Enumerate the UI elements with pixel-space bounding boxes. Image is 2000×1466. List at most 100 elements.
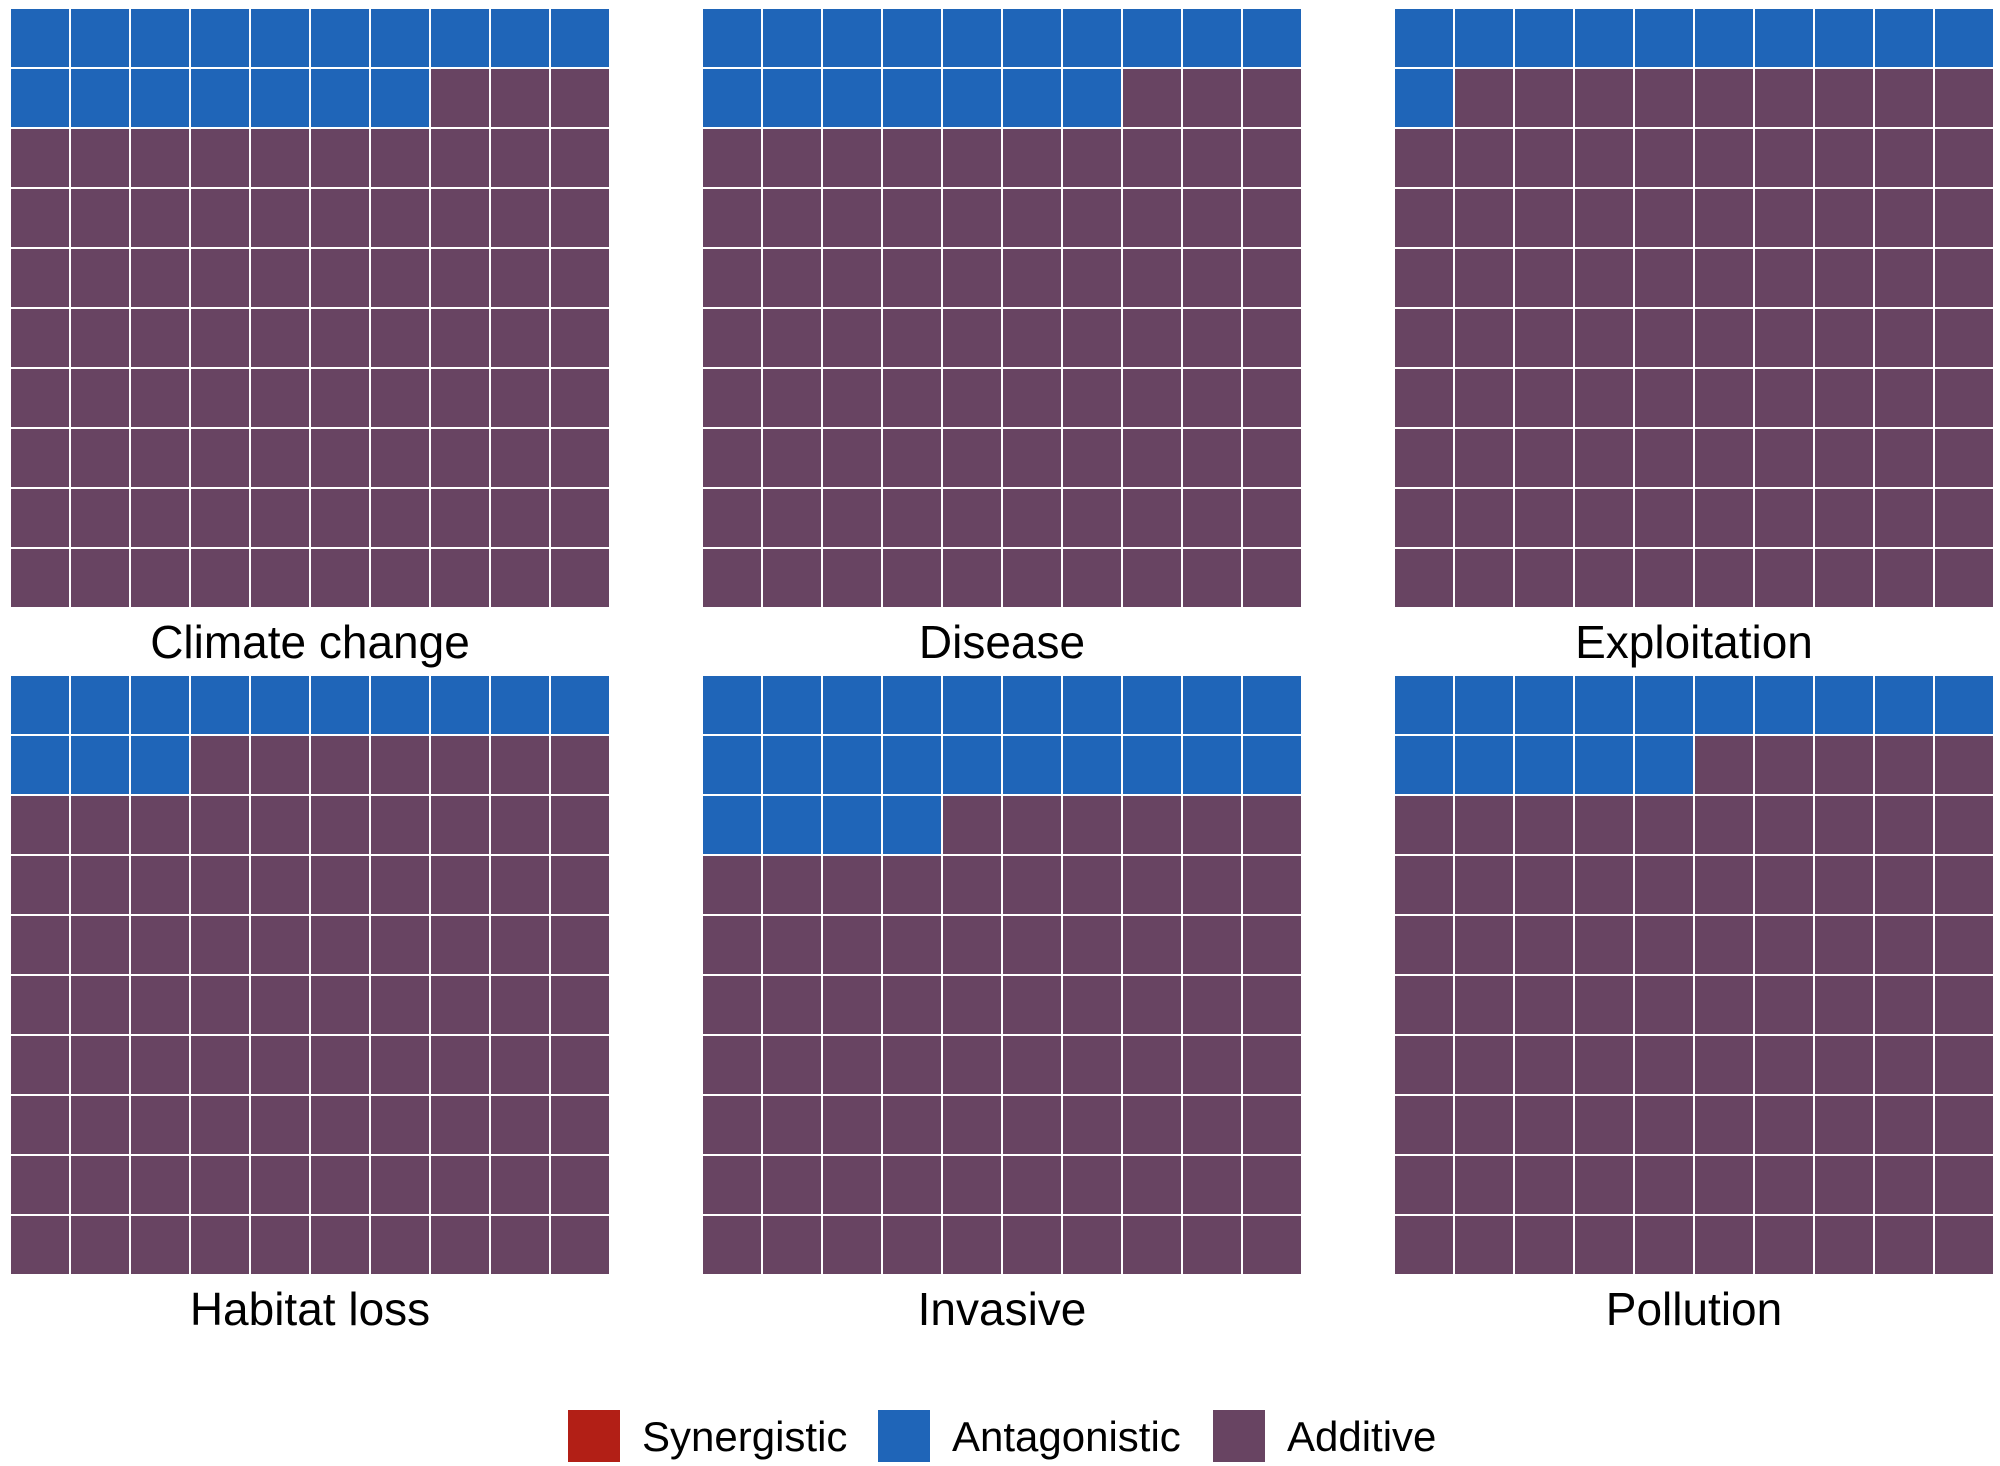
- waffle-cell-additive: [429, 734, 491, 796]
- waffle-cell-additive: [1393, 127, 1455, 189]
- waffle-cell-additive: [1693, 367, 1755, 429]
- waffle-cell-additive: [549, 67, 611, 129]
- waffle-cell-additive: [369, 1214, 431, 1276]
- waffle-cell-additive: [1181, 427, 1243, 489]
- waffle-cell-additive: [189, 1214, 251, 1276]
- waffle-cell-additive: [369, 1154, 431, 1216]
- waffle-cell-additive: [489, 247, 551, 309]
- waffle-cell-additive: [1241, 974, 1303, 1036]
- waffle-cell-additive: [69, 367, 131, 429]
- waffle-cell-additive: [549, 1214, 611, 1276]
- waffle-cell-additive: [821, 487, 883, 549]
- waffle-cell-additive: [1573, 914, 1635, 976]
- waffle-cell-antagonistic: [309, 67, 371, 129]
- waffle-cell-additive: [489, 1214, 551, 1276]
- waffle-cell-additive: [1181, 1154, 1243, 1216]
- waffle-cell-additive: [369, 1034, 431, 1096]
- waffle-cell-additive: [1573, 1094, 1635, 1156]
- waffle-cell-antagonistic: [1393, 7, 1455, 69]
- waffle-cell-additive: [309, 307, 371, 369]
- waffle-cell-antagonistic: [1393, 734, 1455, 796]
- waffle-cell-additive: [129, 1034, 191, 1096]
- panel-title: Pollution: [1606, 1283, 1782, 1335]
- waffle-cell-additive: [1813, 307, 1875, 369]
- waffle-cell-additive: [9, 1154, 71, 1216]
- waffle-cell-additive: [1393, 307, 1455, 369]
- waffle-cell-additive: [1633, 1034, 1695, 1096]
- waffle-cell-additive: [1181, 1094, 1243, 1156]
- waffle-cell-additive: [1061, 1034, 1123, 1096]
- waffle-cell-additive: [1933, 367, 1995, 429]
- waffle-cell-additive: [1241, 67, 1303, 129]
- waffle-cell-additive: [1633, 187, 1695, 249]
- waffle-cell-additive: [1633, 1214, 1695, 1276]
- waffle-cell-additive: [249, 854, 311, 916]
- waffle-cell-additive: [1061, 487, 1123, 549]
- waffle-cell-additive: [1633, 547, 1695, 609]
- waffle-cell-additive: [1181, 487, 1243, 549]
- waffle-cell-additive: [1813, 1034, 1875, 1096]
- waffle-cell-additive: [369, 427, 431, 489]
- waffle-cell-additive: [821, 547, 883, 609]
- waffle-cell-additive: [1061, 1214, 1123, 1276]
- waffle-cell-additive: [1933, 914, 1995, 976]
- waffle-cell-additive: [429, 794, 491, 856]
- waffle-cell-additive: [941, 1034, 1003, 1096]
- legend-swatch-synergistic: [568, 1410, 620, 1462]
- waffle-cell-additive: [1453, 1094, 1515, 1156]
- waffle-cell-additive: [1513, 487, 1575, 549]
- waffle-cell-additive: [1241, 914, 1303, 976]
- waffle-cell-additive: [1513, 367, 1575, 429]
- waffle-cell-additive: [1061, 914, 1123, 976]
- waffle-cell-additive: [249, 127, 311, 189]
- waffle-cell-additive: [1573, 427, 1635, 489]
- waffle-cell-antagonistic: [1241, 674, 1303, 736]
- waffle-cell-antagonistic: [1061, 674, 1123, 736]
- waffle-cell-antagonistic: [1181, 7, 1243, 69]
- waffle-cell-additive: [1813, 854, 1875, 916]
- waffle-cell-additive: [489, 67, 551, 129]
- waffle-cell-additive: [189, 734, 251, 796]
- waffle-cell-antagonistic: [549, 674, 611, 736]
- waffle-cell-additive: [761, 1034, 823, 1096]
- waffle-cell-additive: [1061, 547, 1123, 609]
- waffle-cell-additive: [1933, 187, 1995, 249]
- waffle-cell-additive: [1753, 187, 1815, 249]
- waffle-cell-additive: [1181, 1214, 1243, 1276]
- waffle-cell-additive: [1181, 367, 1243, 429]
- waffle-cell-additive: [1513, 187, 1575, 249]
- waffle-cell-additive: [189, 307, 251, 369]
- waffle-cell-additive: [1873, 734, 1935, 796]
- waffle-cell-additive: [189, 127, 251, 189]
- waffle-cell-additive: [1061, 974, 1123, 1036]
- waffle-cell-additive: [9, 854, 71, 916]
- waffle-cell-additive: [429, 854, 491, 916]
- waffle-cell-additive: [1453, 187, 1515, 249]
- waffle-cell-additive: [429, 367, 491, 429]
- waffle-cell-antagonistic: [549, 7, 611, 69]
- waffle-cell-additive: [129, 914, 191, 976]
- waffle-cell-additive: [549, 854, 611, 916]
- waffle-cell-additive: [1241, 1034, 1303, 1096]
- waffle-cell-additive: [701, 427, 763, 489]
- waffle-cell-additive: [821, 307, 883, 369]
- waffle-cell-additive: [1813, 187, 1875, 249]
- waffle-cell-additive: [69, 427, 131, 489]
- waffle-cell-antagonistic: [881, 794, 943, 856]
- waffle-cell-additive: [1873, 487, 1935, 549]
- waffle-cell-antagonistic: [1121, 674, 1183, 736]
- waffle-cell-additive: [1573, 854, 1635, 916]
- waffle-cell-additive: [129, 307, 191, 369]
- waffle-cell-additive: [189, 187, 251, 249]
- waffle-cell-additive: [429, 67, 491, 129]
- waffle-cell-antagonistic: [9, 7, 71, 69]
- waffle-cell-additive: [69, 1214, 131, 1276]
- waffle-cell-additive: [429, 1034, 491, 1096]
- waffle-cell-additive: [1241, 854, 1303, 916]
- waffle-panel-pollution: Pollution: [1393, 674, 1995, 1335]
- waffle-cell-additive: [1693, 794, 1755, 856]
- waffle-cell-additive: [1061, 307, 1123, 369]
- waffle-cell-additive: [881, 1034, 943, 1096]
- waffle-panel-exploitation: Exploitation: [1393, 7, 1995, 668]
